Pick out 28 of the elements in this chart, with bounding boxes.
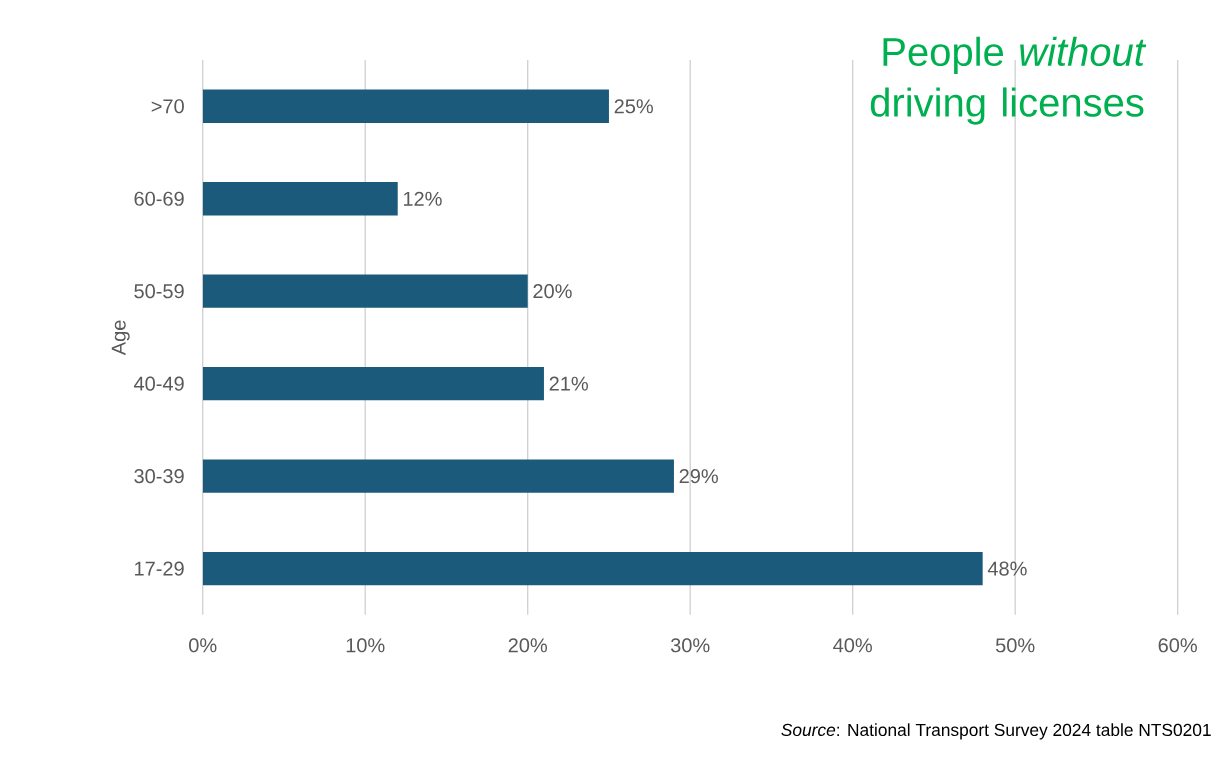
y-axis-title: Age — [111, 320, 130, 356]
data-label: 25% — [614, 99, 653, 114]
x-tick-label: 0% — [189, 638, 217, 653]
bar — [202, 459, 674, 494]
x-tick-label: 30% — [670, 638, 710, 653]
bar — [202, 552, 983, 586]
bar — [202, 367, 544, 401]
x-tick-label: 20% — [508, 638, 547, 653]
y-tick-label: 50-59 — [134, 284, 184, 299]
data-label: 20% — [533, 284, 572, 299]
x-tick-label: 40% — [833, 638, 872, 653]
chart-title: People without driving licenses — [870, 36, 1147, 125]
x-tick-label: 60% — [1158, 638, 1197, 653]
bar — [202, 182, 398, 216]
y-tick-label: 40-49 — [133, 376, 184, 391]
x-tick-label: 10% — [346, 638, 385, 653]
bar — [202, 274, 528, 309]
y-tick-label: >70 — [151, 99, 184, 114]
y-tick-label: 17-29 — [135, 561, 184, 576]
data-label: 21% — [549, 376, 588, 391]
data-label: 48% — [987, 561, 1027, 576]
y-tick-label: 60-69 — [134, 191, 184, 207]
text: Source: National Transport Survey 2024 table NTS0201 — [781, 723, 1211, 740]
data-label: 29% — [679, 469, 718, 484]
bar — [202, 89, 609, 124]
y-tick-label: 30-39 — [134, 469, 184, 484]
x-tick-label: 50% — [995, 638, 1035, 653]
data-label: 12% — [403, 191, 442, 207]
